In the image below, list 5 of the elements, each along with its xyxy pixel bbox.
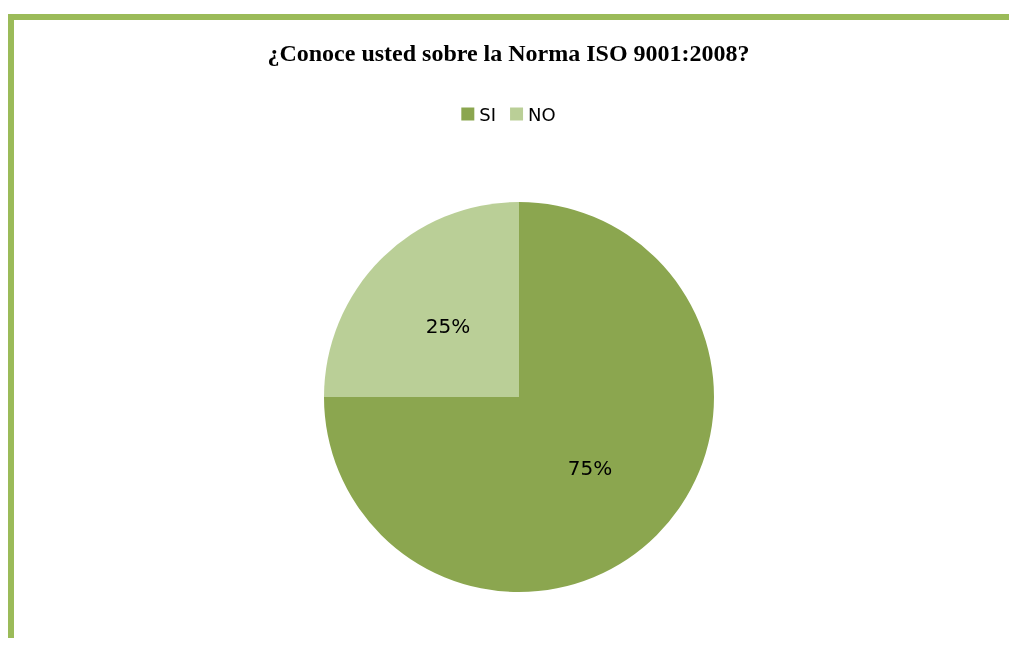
data-label: 25% xyxy=(425,313,471,338)
legend-label: SI xyxy=(479,103,497,125)
chart-title: ¿Conoce usted sobre la Norma ISO 9001:2008? xyxy=(267,40,750,66)
legend-label: NO xyxy=(528,103,556,125)
data-label: 75% xyxy=(567,456,613,481)
